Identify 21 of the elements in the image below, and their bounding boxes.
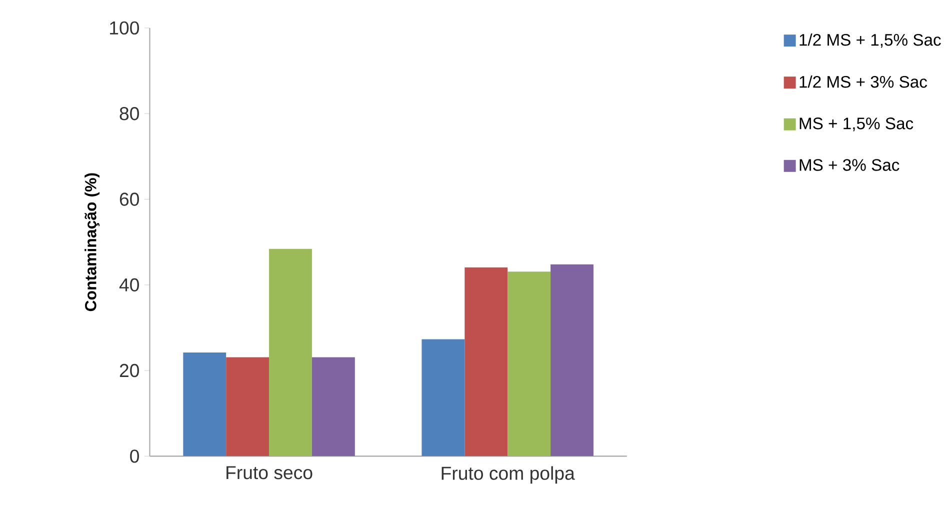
y-tick-label: 40 <box>119 278 139 292</box>
bar <box>312 357 355 456</box>
legend-label: 1/2 MS + 1,5% Sac <box>800 34 941 48</box>
bar <box>183 352 226 456</box>
y-tick-label: 80 <box>120 106 139 120</box>
legend-label: 1/2 MS + 3% Sac <box>800 76 928 88</box>
bar <box>464 267 508 456</box>
bar <box>508 272 551 456</box>
bar <box>550 264 594 456</box>
bar <box>226 357 270 456</box>
legend-label: MS + 1,5% Sac <box>800 118 914 132</box>
x-tick-label: Fruto seco <box>226 466 312 480</box>
y-axis-title: Contaminação (%) <box>84 173 100 312</box>
y-tick-label: 0 <box>130 450 139 463</box>
bar <box>422 339 465 456</box>
x-tick-label: Fruto com polpa <box>442 466 575 484</box>
y-tick-label: 60 <box>120 192 139 206</box>
y-tick-label: 100 <box>110 21 139 35</box>
bar <box>269 248 312 456</box>
y-tick-label: 20 <box>120 364 139 378</box>
legend-label: MS + 3% Sac <box>800 159 900 171</box>
